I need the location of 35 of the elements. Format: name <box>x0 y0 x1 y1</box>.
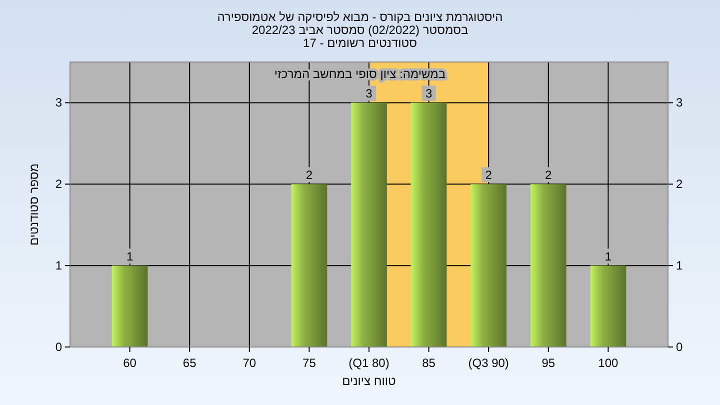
bar <box>351 102 387 347</box>
x-tick-label: 65 <box>182 356 197 370</box>
bar <box>410 102 447 347</box>
chart-title: היסטוגרמת ציונים בקורס - מבוא לפיסיקה של אטמוספירה <box>217 10 503 24</box>
x-tick-label: 95 <box>542 356 556 370</box>
bar <box>112 266 148 347</box>
y2-tick-label: 1 <box>676 258 683 273</box>
x-axis-title: טווח ציונים <box>342 374 396 388</box>
x-tick-label: 85 <box>422 356 436 370</box>
y-tick-label: 2 <box>55 177 62 192</box>
x-tick-label: 100 <box>598 356 619 370</box>
x-tick-label: 60 <box>123 356 137 370</box>
y-tick-label: 3 <box>55 96 62 110</box>
data-label: 2 <box>306 168 313 182</box>
data-label: 1 <box>126 250 134 264</box>
bar <box>590 266 626 347</box>
bar <box>530 184 566 347</box>
y2-tick-label: 2 <box>676 177 683 192</box>
y2-tick-label: 0 <box>676 340 683 354</box>
bar <box>470 184 507 347</box>
y-tick-label: 0 <box>55 340 62 354</box>
data-label: 1 <box>604 250 612 264</box>
x-tick-label: 75 <box>302 356 316 370</box>
x-tick-label: (Q1 80) <box>348 356 390 370</box>
y2-tick-label: 3 <box>676 96 683 110</box>
x-tick-label: (Q3 90) <box>468 356 509 370</box>
data-label: 3 <box>425 86 432 101</box>
data-label: 2 <box>545 168 552 182</box>
x-tick-label: 70 <box>242 356 256 370</box>
y-tick-label: 1 <box>55 258 62 273</box>
bar <box>291 184 328 347</box>
y-axis-title: מספר סטודנטים <box>27 163 41 246</box>
data-label: 3 <box>366 86 373 101</box>
data-label: 2 <box>485 168 492 182</box>
chart-subtitle: בסמסטר (02/2022) סמסטר אביב 2022/23 סטודנטים רשומים - 17 <box>252 23 468 50</box>
